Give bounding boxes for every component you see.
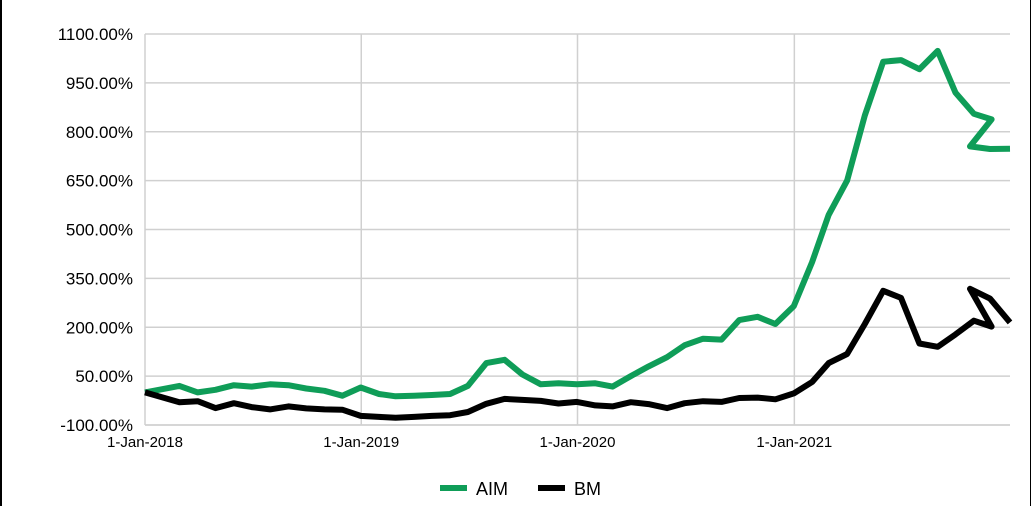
series-line-bm (144, 285, 1013, 421)
x-tick-label: 1-Jan-2021 (756, 434, 832, 451)
y-tick-label: 500.00% (66, 221, 133, 240)
legend: AIM BM (440, 479, 601, 499)
legend-label-aim: AIM (476, 479, 508, 499)
series-line-aim (144, 47, 1011, 400)
x-tick-label: 1-Jan-2019 (323, 434, 399, 451)
x-tick-label: 1-Jan-2020 (540, 434, 616, 451)
y-tick-label: 1100.00% (58, 25, 133, 44)
y-axis: -100.00% 50.00% 200.00% 350.00% 500.00% 650.0… (58, 25, 133, 435)
y-tick-label: 800.00% (66, 123, 133, 142)
y-tick-label: 350.00% (66, 269, 133, 288)
y-tick-label: -100.00% (60, 416, 133, 435)
y-tick-label: 200.00% (66, 318, 133, 337)
x-axis: 1-Jan-2018 1-Jan-2019 1-Jan-2020 1-Jan-2021 (107, 434, 832, 451)
plot-series (144, 47, 1013, 421)
legend-label-bm: BM (574, 479, 601, 499)
y-tick-label: 650.00% (66, 172, 133, 191)
y-tick-label: 50.00% (75, 367, 133, 386)
grid-lines (144, 33, 1010, 426)
y-tick-label: 950.00% (66, 74, 133, 93)
x-tick-label: 1-Jan-2018 (107, 434, 183, 451)
